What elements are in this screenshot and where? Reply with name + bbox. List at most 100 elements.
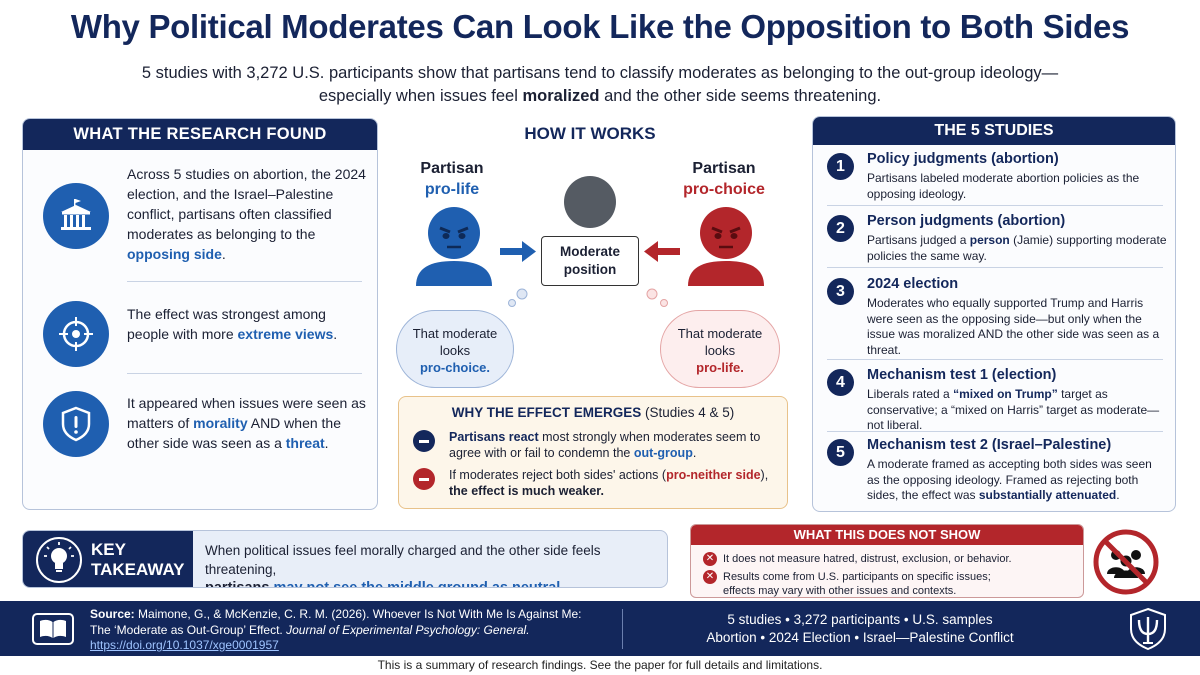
study-desc-text: Framed as rejecting both sides, the effe… (867, 472, 1139, 503)
limitations-box: WHAT THIS DOES NOT SHOW ✕ It does not me… (690, 524, 1084, 598)
target-crosshair-icon (43, 301, 109, 367)
why-row-2: If moderates reject both sides' actions … (413, 467, 783, 503)
divider (127, 373, 362, 374)
finding-2-text: The effect was strongest among people wi… (127, 304, 367, 344)
study-desc-emphasis: substantially attenuated (978, 488, 1117, 502)
study-description: Partisans labeled moderate abortion poli… (867, 171, 1140, 201)
thought-bubble-pro-choice: That moderate looks pro-life. (660, 310, 780, 388)
subtitle-line-1: 5 studies with 3,272 U.S. participants s… (141, 64, 1059, 82)
finding-2-emphasis: extreme views (237, 326, 334, 342)
page-title: Why Political Moderates Can Look Like th… (70, 8, 1130, 45)
takeaway-line-1: When political issues feel morally charg… (205, 543, 601, 577)
study-description: A moderate framed as accepting both side… (867, 457, 1167, 504)
takeaway-line-2: partisans may not see the middle ground … (205, 579, 665, 588)
study-2: 2 Person judgments (abortion) Partisans … (813, 213, 1175, 269)
five-studies-panel: THE 5 STUDIES 1 Policy judgments (aborti… (812, 116, 1176, 512)
divider (827, 267, 1163, 268)
arrow-left-icon (644, 241, 680, 262)
divider (827, 205, 1163, 206)
limitation-2: ✕ Results come from U.S. participants on… (703, 570, 1079, 598)
study-desc-emphasis: “mixed on Trump” (953, 387, 1058, 401)
finding-3-emphasis-2: threat (285, 435, 325, 451)
finding-1: Across 5 studies on abortion, the 2024 e… (23, 161, 376, 271)
finding-2-body: The effect was strongest among people wi… (127, 306, 326, 342)
partisan-pro-life-label: Partisan pro-life (404, 158, 500, 200)
limitation-2-text: Results come from U.S. participants on s… (723, 570, 1077, 598)
finding-3-text: It appeared when issues were seen as mat… (127, 393, 367, 453)
study-number: 1 (827, 153, 854, 180)
study-desc-text: Partisans judged a (867, 233, 970, 247)
research-found-panel: WHAT THE RESEARCH FOUND Across 5 studies… (22, 118, 378, 510)
study-4: 4 Mechanism test 1 (election) Liberals r… (813, 367, 1175, 433)
partisan-pro-choice-label: Partisan pro-choice (676, 158, 772, 200)
why-heading-title: WHY THE EFFECT EMERGES (451, 405, 642, 420)
study-title: Mechanism test 2 (Israel–Palestine) (867, 437, 1112, 453)
why-row-1-body: most strongly when moderates seem to agr… (449, 430, 761, 460)
doi-link[interactable]: https://doi.org/10.1037/xge0001957 (90, 638, 279, 652)
study-stats: 5 studies • 3,272 participants • U.S. sa… (640, 611, 1080, 647)
source-journal: Journal of Experimental Psychology: Gene… (286, 622, 530, 637)
key-takeaway-text: When political issues feel morally charg… (205, 541, 665, 588)
why-row-1-text: Partisans react most strongly when moder… (449, 429, 785, 461)
open-book-icon (32, 613, 74, 645)
bubble-text: That moderate (677, 326, 763, 341)
why-row-1-lead: Partisans react (449, 430, 539, 444)
bubble-text: looks (704, 343, 736, 358)
minus-circle-icon (413, 430, 435, 452)
study-number: 3 (827, 278, 854, 305)
bubble-text: That moderate (412, 326, 498, 341)
why-row-2-conclusion: the effect is much weaker. (449, 484, 604, 498)
source-article: The ‘Moderate as Out-Group’ Effect. (90, 622, 287, 637)
why-row-2-emphasis: pro-neither side (666, 468, 761, 482)
study-desc-text: (Jamie) supporting moderate policies the… (867, 233, 1167, 263)
moderate-position-box: Moderate position (541, 236, 639, 286)
finding-3-end: . (324, 435, 329, 451)
why-row-1: Partisans react most strongly when moder… (413, 429, 783, 465)
study-number: 4 (827, 369, 854, 396)
study-5: 5 Mechanism test 2 (Israel–Palestine) A … (813, 437, 1175, 511)
study-number: 2 (827, 215, 854, 242)
partisan-label-top: Partisan (692, 160, 756, 177)
why-row-2-body: If moderates reject both sides' actions … (449, 468, 667, 482)
takeaway-emphasis: may not see the middle ground as neutral (273, 580, 561, 588)
why-heading: WHY THE EFFECT EMERGES (Studies 4 & 5) (399, 405, 787, 420)
psi-shield-logo-icon (1130, 607, 1166, 651)
finding-3: It appeared when issues were seen as mat… (23, 381, 376, 501)
position-label: position (563, 262, 617, 277)
pro-life-partisan-icon (416, 207, 492, 286)
footer-divider (622, 609, 623, 649)
limitation-1-text: It does not measure hatred, distrust, ex… (723, 553, 1012, 565)
study-desc-text: . (1116, 488, 1120, 502)
study-desc-emphasis: person (969, 233, 1010, 247)
why-effect-emerges-box: WHY THE EFFECT EMERGES (Studies 4 & 5) P… (398, 396, 788, 509)
key-takeaway-box: KEY TAKEAWAY When political issues feel … (22, 530, 668, 588)
finding-1-end: . (221, 246, 226, 262)
key-takeaway-badge: KEY TAKEAWAY (23, 531, 193, 587)
arrow-right-icon (500, 241, 536, 262)
why-row-1-end: . (692, 446, 697, 460)
key-takeaway-label: KEY TAKEAWAY (91, 540, 185, 580)
disclaimer: This is a summary of research findings. … (377, 658, 823, 672)
limitation-1: ✕ It does not measure hatred, distrust, … (703, 552, 1079, 568)
subtitle-line-2: especially when issues feel moralized an… (40, 85, 1160, 108)
takeaway-lead: partisans (205, 580, 274, 588)
divider (827, 359, 1163, 360)
study-title: Person judgments (abortion) (867, 213, 1066, 229)
subtitle-text-end: and the other side seems threatening. (599, 87, 882, 105)
study-number: 5 (827, 439, 854, 466)
study-1: 1 Policy judgments (abortion) Partisans … (813, 151, 1175, 207)
partisan-label-side: pro-life (424, 181, 480, 198)
source-label: Source: (90, 607, 135, 621)
study-desc-text: Liberals rated a (867, 387, 954, 401)
why-row-2-text: If moderates reject both sides' actions … (449, 467, 785, 499)
limitations-heading: WHAT THIS DOES NOT SHOW (691, 525, 1083, 545)
finding-1-body: Across 5 studies on abortion, the 2024 e… (127, 166, 366, 242)
minus-circle-icon (413, 468, 435, 490)
finding-3-body: It appeared when issues were seen as mat… (127, 395, 366, 431)
source-authors: Maimone, G., & McKenzie, C. R. M. (2026)… (134, 607, 582, 621)
limitation-2-line-2: effects may vary with other issues and c… (723, 585, 957, 597)
study-description: Liberals rated a “mixed on Trump” target… (867, 387, 1167, 434)
x-circle-icon: ✕ (703, 570, 717, 584)
source-line-2: The ‘Moderate as Out-Group’ Effect. Jour… (90, 623, 610, 639)
thought-bubble-pro-life: That moderate looks pro-choice. (396, 310, 514, 388)
